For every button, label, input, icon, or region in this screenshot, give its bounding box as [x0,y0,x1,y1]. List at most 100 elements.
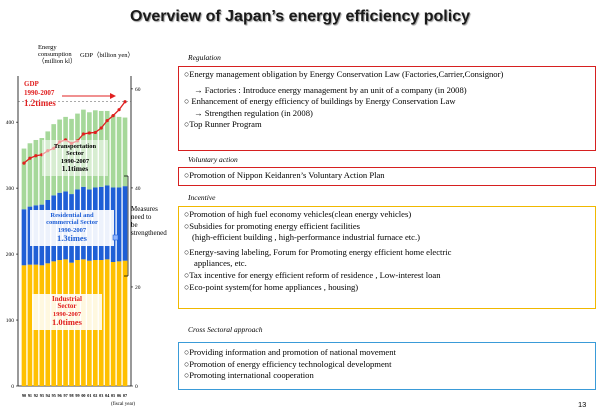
bar-transport [110,114,116,188]
bar-industrial [116,261,122,386]
gdp-ratio: 1.2times [24,98,56,108]
transport-label: Sector [66,150,84,157]
right-tick-label: 20 [135,285,141,291]
residential-period: 1990-2007 [58,227,87,234]
cross-item: ○Providing information and promotion of … [184,347,396,357]
x-tick-label: 95 [52,393,56,398]
x-tick-label: 94 [46,393,51,398]
x-tick-label: 92 [34,393,38,398]
bar-transport [116,116,122,188]
bar-industrial [27,264,33,386]
x-tick-label: 91 [28,393,32,398]
bar-transport [27,143,33,207]
incentive-box: ○Promotion of high fuel economy vehicles… [178,206,596,309]
incentive-item: ○Energy-saving labeling, Forum for Promo… [184,246,452,257]
left-axis-title-line: consumption [38,51,72,58]
bar-transport [122,117,128,187]
left-tick-label: 0 [11,384,14,390]
gdp-point [105,118,109,123]
incentive-item: ○Subsidies for promoting energy efficien… [184,220,360,231]
regulation-subitem: → Factories : Introduce energy managemen… [194,84,467,95]
bar-transport [39,138,45,205]
regulation-box: ○Energy management obligation by Energy … [178,66,596,151]
x-tick-label: 04 [105,393,110,398]
x-tick-label: 98 [69,393,73,398]
x-tick-label: 02 [93,393,97,398]
cross-item: ○Promotion of energy efficiency technolo… [184,358,392,369]
regulation-subitem: → Strengthen regulation (in 2008) [194,107,313,118]
bar-industrial [21,265,27,386]
industrial-period: 1990-2007 [53,311,82,318]
right-axis-title: GDP（billion yen） [80,52,134,59]
industrial-label-bg [32,294,102,330]
gdp-arrow-head [110,93,116,99]
left-tick-label: 200 [6,252,15,258]
left-tick-label: 300 [6,186,15,192]
voluntary-box: ○Promotion of Nippon Keidanren’s Volunta… [178,167,596,186]
x-tick-label: 99 [75,393,79,398]
bar-residential [116,187,122,262]
right-tick-label: 0 [135,384,138,390]
voluntary-item: ○Promotion of Nippon Keidanren’s Volunta… [184,170,385,180]
x-axis-title: (fiscal year) [111,402,135,407]
gdp-point [123,100,127,104]
transport-ratio: 1.1times [62,164,89,173]
residential-ratio: 1.3times [57,233,88,243]
x-tick-label: 05 [111,393,115,398]
left-axis-title-line: Energy [38,44,57,51]
x-tick-label: 96 [58,393,62,398]
transport-label: Transportation [54,143,97,150]
residential-label-bg [30,210,114,246]
chart-annotations: GDP1990-20071.2timesTransportationSector… [24,80,167,330]
transport-period: 1990-2007 [61,158,90,165]
industrial-ratio: 1.0times [52,317,83,327]
page-title: Overview of Japan’s energy efficiency po… [130,8,470,25]
incentive-item: ○Tax incentive for energy efficient refo… [184,269,441,280]
right-tick-label: 40 [135,186,141,192]
left-axis-title-line: （million kl） [38,58,77,65]
section-label-incentive: Incentive [188,193,216,202]
x-tick-label: 01 [87,393,91,398]
gdp-point [28,156,32,160]
x-tick-label: 90 [22,393,26,398]
regulation-item: ○Energy management obligation by Energy … [184,69,504,79]
bar-industrial [122,260,128,386]
residential-marker [112,234,119,241]
industrial-label: Sector [57,302,76,310]
measures-note: be [131,221,138,229]
x-tick-label: 00 [81,393,85,398]
gdp-point [22,161,26,165]
measures-bracket-ends [124,175,128,277]
incentive-item: ○Eco-point system(for home appliances , … [184,281,359,292]
gdp-point [81,132,86,136]
cross-sectoral-box: ○Providing information and promotion of … [178,342,596,390]
gdp-point [117,108,121,112]
gdp-point [111,114,115,118]
x-tick-label: 97 [63,393,67,398]
regulation-item: ○ Enhancement of energy efficiency of bu… [184,96,456,107]
residential-label: Residential and [50,212,94,219]
left-tick-label: 100 [6,318,15,324]
residential-label: commercial Sector [46,219,98,226]
gdp-point [34,154,38,158]
bar-residential [27,206,33,265]
x-tick-label: 93 [40,393,44,398]
x-tick-label: 06 [117,393,121,398]
regulation-item: ○Top Runner Program [184,119,262,130]
industrial-label: Industrial [52,295,82,303]
gdp-label: GDP [24,80,40,88]
section-label-regulation: Regulation [188,53,221,62]
section-label-voluntary: Voluntary action [188,155,238,164]
gdp-point [87,131,91,135]
x-tick-label: 03 [99,393,103,398]
right-tick-label: 60 [135,87,141,93]
bar-industrial [110,262,116,386]
left-tick-label: 400 [6,120,15,126]
bar-industrial [104,259,110,386]
page-number: 13 [578,400,587,409]
bar-transport [21,148,27,210]
x-tick-label: 07 [123,393,127,398]
measures-note: Measures [131,205,158,213]
bar-transport [33,139,39,206]
